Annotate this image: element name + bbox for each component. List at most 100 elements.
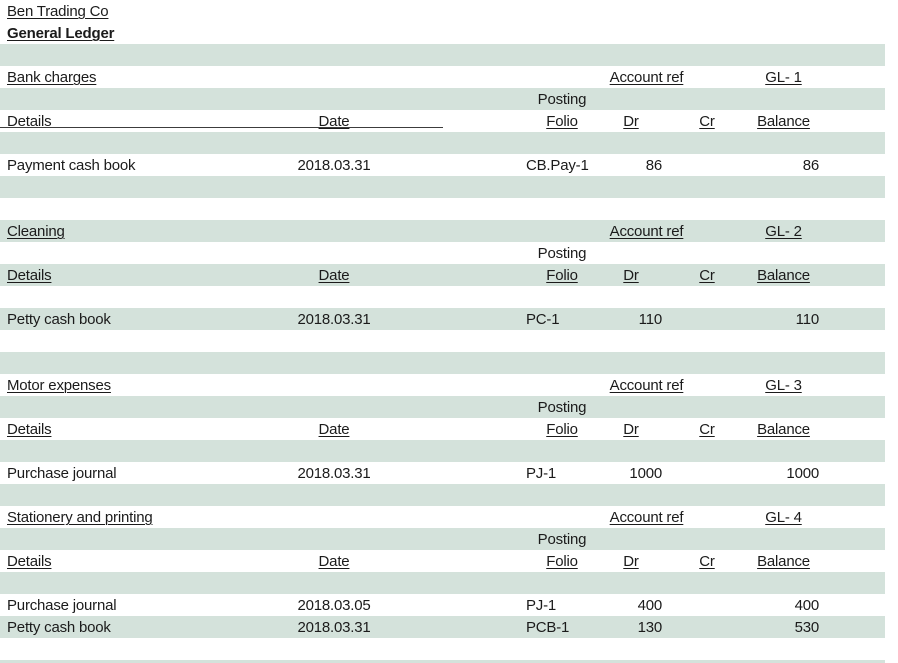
entry-balance: 400 bbox=[794, 597, 820, 614]
account-ref-label: Account ref bbox=[609, 69, 684, 86]
date-header: Date bbox=[318, 113, 350, 130]
ledger-entry-row: Purchase journal 2018.03.05 PJ-1 400 400 bbox=[0, 594, 885, 616]
account-ref-value: GL- 1 bbox=[765, 69, 802, 86]
entry-folio: CB.Pay-1 bbox=[526, 157, 589, 174]
cr-header: Cr bbox=[699, 113, 715, 130]
blank-row bbox=[0, 440, 885, 462]
account-ref-label: Account ref bbox=[609, 509, 684, 526]
account-ref-value: GL- 3 bbox=[765, 377, 802, 394]
posting-label-row: Posting bbox=[0, 396, 885, 418]
cr-header: Cr bbox=[699, 553, 715, 570]
blank-row bbox=[0, 132, 885, 154]
section-header-row: Bank charges Account ref GL- 1 bbox=[0, 66, 885, 88]
account-ref-value: GL- 4 bbox=[765, 509, 802, 526]
balance-header: Balance bbox=[757, 267, 810, 284]
entry-details: Purchase journal bbox=[7, 597, 117, 614]
ledger-entry-row: Payment cash book 2018.03.31 CB.Pay-1 86 86 bbox=[0, 154, 885, 176]
ledger-entry-row: Petty cash book 2018.03.31 PC-1 110 110 bbox=[0, 308, 885, 330]
entry-balance: 86 bbox=[802, 157, 819, 174]
entry-folio: PCB-1 bbox=[526, 619, 570, 636]
header-row-rule bbox=[0, 127, 443, 128]
folio-header: Folio bbox=[546, 113, 578, 130]
account-ref-value: GL- 2 bbox=[765, 223, 802, 240]
entry-dr: 110 bbox=[638, 311, 663, 328]
entry-dr: 400 bbox=[637, 597, 663, 614]
section-header-row: Motor expenses Account ref GL- 3 bbox=[0, 374, 885, 396]
posting-label-row: Posting bbox=[0, 242, 885, 264]
blank-row bbox=[0, 484, 885, 506]
blank-row bbox=[0, 198, 885, 220]
folio-header: Folio bbox=[546, 267, 578, 284]
entry-folio: PJ-1 bbox=[526, 597, 557, 614]
column-header-row: Details Date Folio Dr Cr Balance bbox=[0, 264, 885, 286]
cr-header: Cr bbox=[699, 267, 715, 284]
entry-dr: 130 bbox=[637, 619, 663, 636]
dr-header: Dr bbox=[623, 553, 639, 570]
folio-header: Folio bbox=[546, 421, 578, 438]
account-ref-label: Account ref bbox=[609, 377, 684, 394]
section-title: Motor expenses bbox=[7, 377, 111, 394]
ledger-entry-row: Petty cash book 2018.03.31 PCB-1 130 530 bbox=[0, 616, 885, 638]
dr-header: Dr bbox=[623, 421, 639, 438]
report-title: General Ledger bbox=[7, 25, 115, 42]
folio-header: Folio bbox=[546, 553, 578, 570]
posting-label: Posting bbox=[537, 245, 587, 262]
date-header: Date bbox=[318, 421, 350, 438]
dr-header: Dr bbox=[623, 267, 639, 284]
details-header: Details bbox=[7, 421, 52, 438]
entry-folio: PJ-1 bbox=[526, 465, 557, 482]
balance-header: Balance bbox=[757, 113, 810, 130]
company-title: Ben Trading Co bbox=[7, 3, 109, 20]
dr-header: Dr bbox=[623, 113, 639, 130]
ledger-entry-row: Purchase journal 2018.03.31 PJ-1 1000 1000 bbox=[0, 462, 885, 484]
blank-row bbox=[0, 286, 885, 308]
entry-details: Petty cash book bbox=[7, 619, 111, 636]
entry-details: Payment cash book bbox=[7, 157, 136, 174]
blank-row bbox=[0, 638, 885, 660]
entry-details: Petty cash book bbox=[7, 311, 111, 328]
account-ref-label: Account ref bbox=[609, 223, 684, 240]
entry-balance: 110 bbox=[795, 311, 820, 328]
posting-label-row: Posting bbox=[0, 528, 885, 550]
details-header: Details bbox=[7, 113, 52, 130]
blank-row bbox=[0, 176, 885, 198]
entry-folio: PC-1 bbox=[526, 311, 560, 328]
balance-header: Balance bbox=[757, 421, 810, 438]
entry-dr: 1000 bbox=[629, 465, 662, 482]
entry-date: 2018.03.31 bbox=[297, 465, 371, 482]
entry-date: 2018.03.31 bbox=[297, 619, 371, 636]
blank-row bbox=[0, 330, 885, 352]
entry-date: 2018.03.31 bbox=[297, 311, 371, 328]
entry-date: 2018.03.05 bbox=[297, 597, 371, 614]
section-header-row: Stationery and printing Account ref GL- 4 bbox=[0, 506, 885, 528]
section-title: Cleaning bbox=[7, 223, 65, 240]
balance-header: Balance bbox=[757, 553, 810, 570]
entry-date: 2018.03.31 bbox=[297, 157, 371, 174]
blank-row bbox=[0, 572, 885, 594]
blank-row bbox=[0, 352, 885, 374]
column-header-row: Details Date Folio Dr Cr Balance bbox=[0, 550, 885, 572]
section-title: Bank charges bbox=[7, 69, 97, 86]
posting-label: Posting bbox=[537, 531, 587, 548]
blank-row bbox=[0, 660, 885, 663]
entry-balance: 1000 bbox=[786, 465, 819, 482]
posting-label-row: Posting bbox=[0, 88, 885, 110]
column-header-row: Details Date Folio Dr Cr Balance bbox=[0, 418, 885, 440]
column-header-row: Details Date Folio Dr Cr Balance bbox=[0, 110, 885, 132]
posting-label: Posting bbox=[537, 91, 587, 108]
date-header: Date bbox=[318, 267, 350, 284]
blank-row bbox=[0, 44, 885, 66]
entry-details: Purchase journal bbox=[7, 465, 117, 482]
section-header-row: Cleaning Account ref GL- 2 bbox=[0, 220, 885, 242]
cr-header: Cr bbox=[699, 421, 715, 438]
details-header: Details bbox=[7, 553, 52, 570]
title-row-report: General Ledger bbox=[0, 22, 885, 44]
title-row-company: Ben Trading Co bbox=[0, 0, 885, 22]
posting-label: Posting bbox=[537, 399, 587, 416]
details-header: Details bbox=[7, 267, 52, 284]
section-title: Stationery and printing bbox=[7, 509, 153, 526]
entry-balance: 530 bbox=[794, 619, 820, 636]
date-header: Date bbox=[318, 553, 350, 570]
